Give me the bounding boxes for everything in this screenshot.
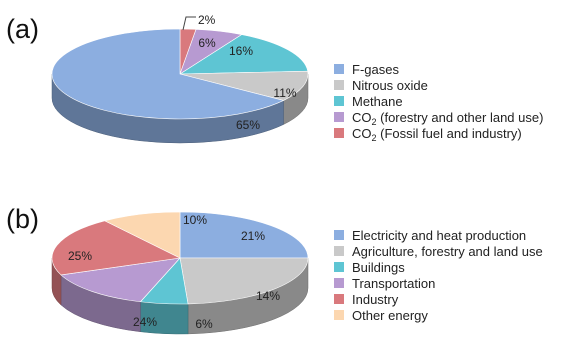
legend-swatch — [334, 310, 344, 320]
legend-entry: CO2 (forestry and other land use) — [352, 110, 543, 127]
piea-slice-4 — [51, 28, 285, 120]
slice-label: 6% — [198, 36, 216, 50]
slice-label: 14% — [256, 289, 280, 303]
panel-label-b: (b) — [6, 204, 39, 234]
legend-entry: Industry — [352, 292, 399, 307]
pieb-slice-4 — [51, 220, 182, 276]
legend-b: Electricity and heat productionAgricultu… — [334, 228, 543, 323]
legend-entry: CO2 (Fossil fuel and industry) — [352, 126, 522, 143]
slice-label: 6% — [195, 317, 213, 331]
legend-swatch — [334, 112, 344, 122]
legend-swatch — [334, 80, 344, 90]
legend-entry: Electricity and heat production — [352, 228, 526, 243]
legend-entry: Nitrous oxide — [352, 78, 428, 93]
legend-entry: F-gases — [352, 62, 399, 77]
legend-entry: Buildings — [352, 260, 405, 275]
legend-entry: Agriculture, forestry and land use — [352, 244, 543, 259]
legend-entry: Transportation — [352, 276, 435, 291]
callout-line — [182, 16, 196, 31]
legend-swatch — [334, 128, 344, 138]
slice-label: 21% — [241, 229, 265, 243]
pieb-slice-0 — [179, 211, 309, 259]
legend-entry: Other energy — [352, 308, 428, 323]
legend-swatch — [334, 246, 344, 256]
piea-slice-2 — [178, 34, 309, 75]
pieb-slice-5 — [103, 211, 181, 259]
pie-a — [51, 28, 309, 144]
pie-b — [51, 211, 309, 335]
slice-label: 16% — [229, 44, 253, 58]
slice-label: 25% — [68, 249, 92, 263]
legend-swatch — [334, 64, 344, 74]
slice-label: 2% — [198, 13, 216, 27]
legend-swatch — [334, 294, 344, 304]
pie-chart-b: (b) 25% 24% 6% 14% 21% 10% Electricity and he… — [6, 204, 543, 335]
legend-swatch — [334, 278, 344, 288]
pieb-slice-1 — [179, 257, 309, 305]
slice-labels-b: 25% 24% 6% 14% 21% 10% — [68, 213, 280, 331]
panel-label-a: (a) — [6, 14, 39, 44]
slice-labels-a: 2% 6% 16% 11% 65% — [182, 13, 297, 132]
piea-slice-3 — [179, 70, 309, 101]
slice-label: 10% — [183, 213, 207, 227]
legend-entry: Methane — [352, 94, 403, 109]
legend-swatch — [334, 96, 344, 106]
slice-label: 11% — [273, 86, 296, 100]
pieb-slice-3 — [60, 257, 181, 303]
slice-label: 24% — [133, 315, 157, 329]
legend-swatch — [334, 262, 344, 272]
slice-label: 65% — [236, 118, 260, 132]
legend-swatch — [334, 230, 344, 240]
